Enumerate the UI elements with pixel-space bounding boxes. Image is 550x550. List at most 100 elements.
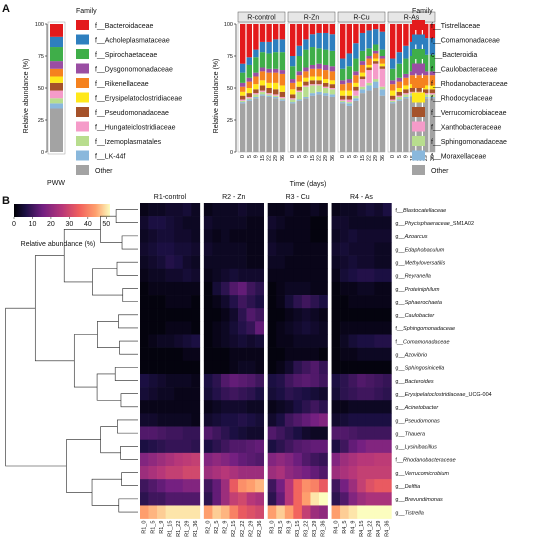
facet-bar-segment [329, 50, 335, 67]
heatmap-cell [148, 439, 158, 454]
heatmap-cell [140, 281, 149, 296]
heatmap-cell [140, 255, 149, 270]
heatmap-cell [246, 360, 256, 375]
heatmap-cell [191, 216, 201, 230]
heatmap-cell [220, 216, 230, 230]
heatmap-cell [165, 426, 175, 440]
facet-bar-segment [329, 84, 335, 88]
facet-bar-segment [346, 105, 352, 152]
heatmap-column-label: R3_15 [295, 521, 301, 537]
heatmap-cell [267, 466, 277, 480]
heatmap-cell [255, 229, 264, 243]
heatmap-cell [255, 295, 264, 309]
heatmap-cell [238, 268, 247, 283]
heatmap-cell [310, 295, 320, 309]
facet-bar-segment [340, 103, 346, 152]
heatmap-cell [310, 387, 320, 401]
heatmap-cell [357, 426, 367, 440]
facet-y-axis-label: Relative abundance (%) [213, 59, 220, 134]
facet-bar-segment [379, 63, 385, 67]
heatmap-cell [276, 413, 286, 427]
facet-bar-segment [429, 38, 435, 55]
heatmap-cell [357, 400, 367, 414]
facet-bar-segment [273, 39, 279, 53]
facet-bar-segment [329, 89, 335, 95]
heatmap-cell [203, 387, 213, 401]
heatmap-cell [284, 242, 294, 256]
heatmap-cell [157, 334, 166, 348]
heatmap-cell [319, 387, 328, 401]
heatmap-cell [182, 268, 192, 283]
facet-bar-segment [316, 48, 322, 64]
facet-bar-segment [429, 85, 435, 90]
facet-bar-segment [266, 41, 272, 54]
heatmap-cell [348, 505, 358, 519]
colorbar-gradient [14, 204, 110, 217]
facet-legend-swatch [412, 121, 425, 132]
heatmap-cell [310, 216, 320, 230]
heatmap-cell [182, 321, 192, 335]
facet-strip [237, 11, 286, 23]
pww-tick-label: 0 [41, 150, 44, 156]
heatmap-cell [276, 203, 286, 217]
heatmap-cell [203, 479, 213, 493]
facet-bar-segment [423, 24, 429, 39]
pww-bar-segment [50, 82, 63, 91]
heatmap-cell [238, 295, 247, 309]
colorbar-label: Relative abundance (%) [21, 241, 96, 248]
heatmap-cell [357, 229, 367, 243]
facet-bar-segment [323, 86, 329, 88]
heatmap-column-label: R4_9 [350, 521, 356, 534]
heatmap-cell [148, 281, 158, 296]
heatmap-cell [340, 203, 349, 217]
heatmap-cell [238, 281, 247, 296]
pww-legend-swatch [76, 49, 89, 59]
heatmap-cell [348, 242, 358, 256]
heatmap-cell [148, 321, 158, 335]
facet-bar-segment [359, 76, 366, 80]
heatmap-cell [203, 255, 213, 270]
facet-bar-segment [409, 88, 416, 92]
facet-bar-segment [366, 85, 372, 91]
facet-bar-segment [396, 95, 402, 97]
facet-bar-segment [266, 96, 272, 152]
facet-legend-swatch [412, 78, 425, 88]
facet-bar-segment [240, 99, 246, 101]
facet-bar-segment [390, 99, 396, 101]
facet-bar-segment [403, 73, 409, 78]
heatmap-cell [212, 295, 222, 309]
pww-tick-label: 75 [38, 54, 44, 60]
heatmap-cell [246, 479, 256, 493]
heatmap-cell [357, 360, 367, 375]
facet-bar-segment [296, 90, 302, 92]
heatmap-cell [238, 229, 247, 243]
heatmap-column-label: R4_0 [333, 521, 339, 534]
facet-bar-segment [416, 54, 422, 72]
heatmap-cell [293, 347, 303, 362]
heatmap-cell [229, 400, 239, 414]
dendrogram-branch [121, 235, 138, 250]
heatmap-cell [148, 373, 158, 388]
heatmap-cell [357, 216, 367, 230]
heatmap-cell [374, 360, 384, 375]
heatmap-cell [319, 505, 328, 519]
facet-bar-segment [366, 82, 372, 86]
heatmap-cell [293, 439, 303, 454]
facet-bar-segment [273, 94, 279, 96]
heatmap-cell [165, 281, 175, 296]
heatmap-cell [212, 229, 222, 243]
heatmap-cell [340, 413, 349, 427]
heatmap-cell [319, 373, 328, 388]
facet-bar-segment [309, 64, 316, 69]
facet-bar-segment [240, 95, 246, 100]
heatmap-cell [301, 203, 311, 217]
heatmap-cell [157, 255, 166, 270]
facet-bar-segment [429, 54, 435, 72]
heatmap-cell [331, 308, 341, 322]
heatmap-cell [293, 334, 303, 348]
facet-bar-segment [323, 24, 329, 33]
heatmap-cell [331, 268, 341, 283]
facet-bar-segment [379, 58, 385, 64]
heatmap-group-label: R3 - Cu [286, 194, 310, 201]
heatmap-cell [284, 347, 294, 362]
